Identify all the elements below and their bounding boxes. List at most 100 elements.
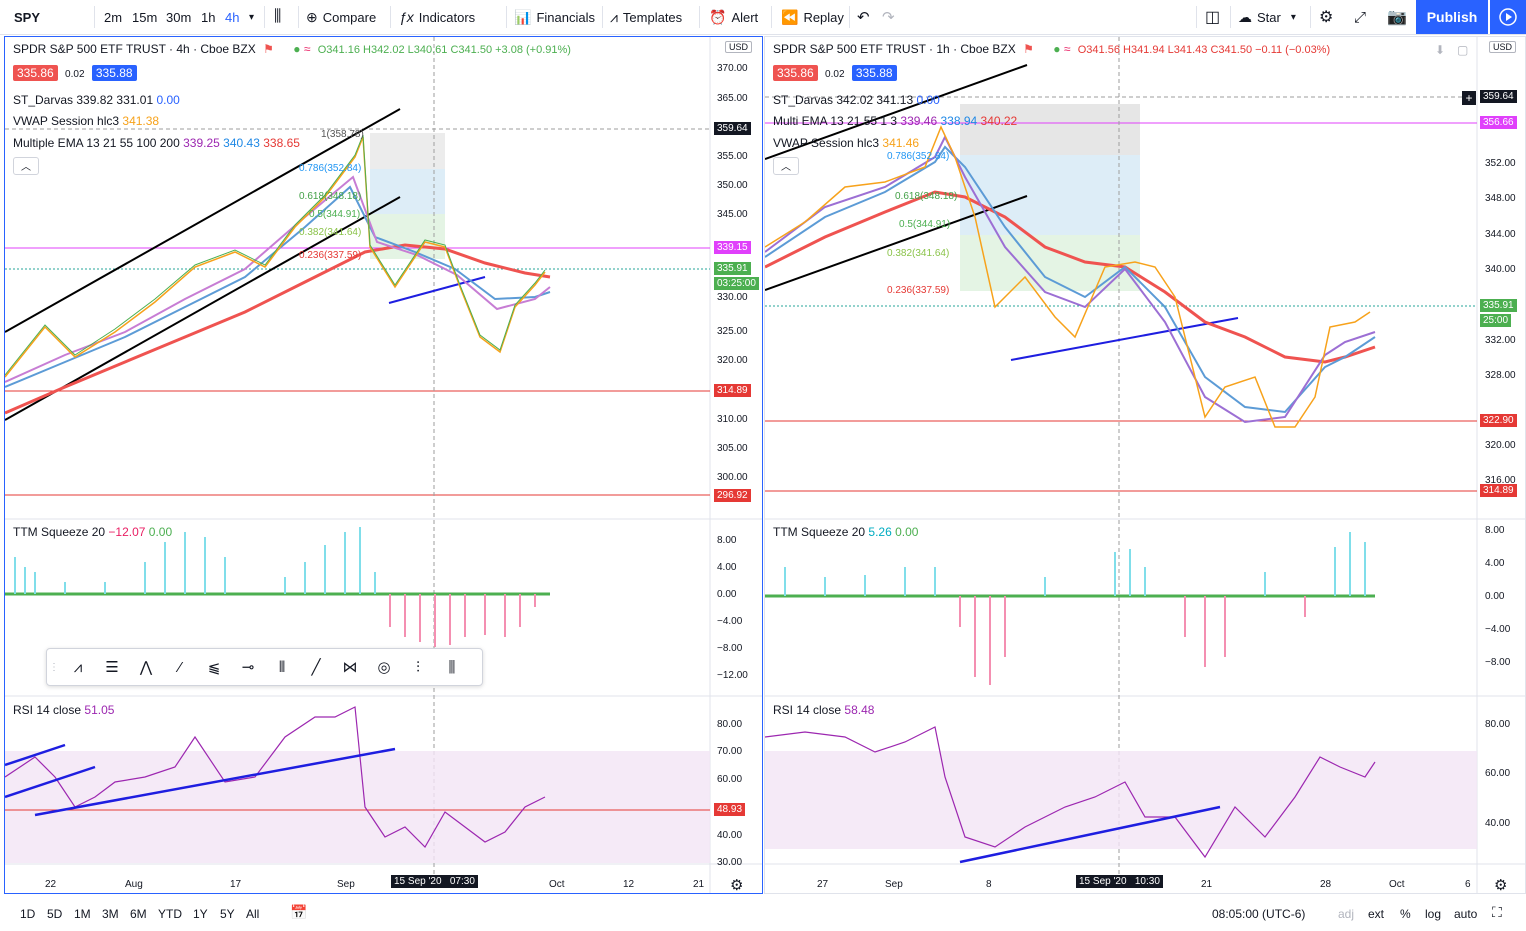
collapse-legend-icon[interactable]: ︿	[773, 157, 799, 175]
calendar-icon[interactable]: 📅	[290, 904, 308, 920]
abc-pattern-icon[interactable]: ⩘	[73, 658, 83, 676]
y-tick: 8.00	[717, 535, 737, 546]
maximize-icon[interactable]: ▢	[1457, 43, 1469, 57]
rsi-legend[interactable]: RSI 14 close 58.48	[773, 703, 874, 717]
auto-toggle[interactable]: auto	[1454, 907, 1478, 921]
right-chart-canvas[interactable]	[765, 37, 1525, 893]
indicators-button[interactable]: ƒx Indicators	[399, 0, 475, 34]
indicator-vwap[interactable]: VWAP Session hlc3 341.46	[773, 136, 919, 150]
range-6m[interactable]: 6M	[130, 907, 147, 921]
star-button[interactable]: ☁ Star ▾	[1238, 0, 1296, 34]
indicator-darvas[interactable]: ST_Darvas 342.02 341.13 0.00	[773, 93, 940, 107]
star-label: Star	[1257, 9, 1281, 25]
range-1y[interactable]: 1Y	[193, 907, 208, 921]
ext-toggle[interactable]: ext	[1368, 907, 1385, 921]
price-label: 359.64	[1480, 90, 1517, 103]
ttm-legend[interactable]: TTM Squeeze 20 −12.07 0.00	[13, 525, 172, 539]
templates-button[interactable]: ⩘ Templates	[610, 0, 682, 34]
y-tick: 80.00	[717, 719, 743, 730]
percent-toggle[interactable]: %	[1400, 907, 1411, 921]
fullscreen-icon[interactable]: ⛶	[1492, 904, 1502, 920]
x-tick: 27	[817, 879, 829, 890]
bid-button[interactable]: 335.86	[13, 65, 58, 81]
layout-icon[interactable]: ◫	[1205, 9, 1221, 26]
chart-right[interactable]: SPDR S&P 500 ETF TRUST · 1h · Cboe BZX ⚑…	[764, 36, 1526, 894]
bid-button[interactable]: 335.86	[773, 65, 818, 81]
interval-4h[interactable]: 4h	[225, 9, 240, 25]
clock-time[interactable]: 08:05:00 (UTC-6)	[1212, 907, 1306, 921]
redo-icon[interactable]: ↷	[882, 9, 895, 26]
currency-label[interactable]: USD	[1489, 41, 1517, 53]
divider	[1196, 6, 1197, 28]
y-tick: 40.00	[1485, 818, 1511, 829]
y-tick: 80.00	[1485, 719, 1511, 730]
price-label: 314.89	[714, 384, 751, 397]
range-5d[interactable]: 5D	[47, 907, 63, 921]
interval-1h[interactable]: 1h	[201, 9, 216, 25]
pitchfork-icon[interactable]: ⫹	[207, 659, 221, 676]
interval-15m[interactable]: 15m	[132, 9, 158, 25]
add-alert-icon[interactable]: +	[1462, 91, 1476, 105]
indicator-multi-ema[interactable]: Multi EMA 13 21 55 1 3 339.46 338.94 340…	[773, 114, 1017, 128]
symbol-search[interactable]: SPY	[14, 9, 41, 25]
interval-2m[interactable]: 2m	[104, 9, 123, 25]
alarm-clock-icon: ⏰	[709, 8, 727, 25]
line-icon[interactable]: ╱	[311, 659, 321, 676]
collapse-legend-icon[interactable]: ︿	[13, 157, 39, 175]
ask-button[interactable]: 335.88	[851, 65, 897, 81]
compare-button[interactable]: ⊕ Compare	[306, 0, 376, 34]
fullscreen-icon[interactable]: ⤢	[1354, 8, 1367, 26]
xabcd-pattern-icon[interactable]: ⋈	[342, 659, 358, 676]
log-toggle[interactable]: log	[1425, 907, 1442, 921]
horizontal-ray-icon[interactable]: ⊸	[241, 659, 255, 676]
countdown-label: 03:25:00	[714, 277, 759, 290]
camera-icon[interactable]: 📷	[1387, 9, 1407, 26]
replay-button[interactable]: ⏪ Replay	[781, 0, 844, 34]
settings-sliders-icon[interactable]: ⫼	[448, 658, 456, 676]
rsi-legend[interactable]: RSI 14 close 51.05	[13, 703, 114, 717]
price-label: 314.89	[1480, 484, 1517, 497]
elliott-wave-icon[interactable]: ⋀	[139, 659, 153, 676]
candle-type-icon[interactable]: ⫼	[274, 8, 282, 25]
currency-label[interactable]: USD	[725, 41, 753, 53]
fib-channel-icon[interactable]: ⫶	[416, 658, 420, 676]
chart-left[interactable]: SPDR S&P 500 ETF TRUST · 4h · Cboe BZX ⚑…	[4, 36, 763, 894]
fib-retracement-icon[interactable]: ☰	[105, 659, 119, 676]
play-icon[interactable]	[1490, 0, 1526, 34]
fib-level-label: 0.382(341.64)	[299, 227, 362, 238]
ttm-legend[interactable]: TTM Squeeze 20 5.26 0.00	[773, 525, 918, 539]
status-dot-icon: ●	[1053, 42, 1061, 56]
indicator-value: 339.25	[183, 136, 220, 150]
interval-30m[interactable]: 30m	[166, 9, 192, 25]
crosshair-date: 15 Sep '20	[394, 876, 442, 887]
alert-button[interactable]: ⏰ Alert	[709, 0, 758, 34]
arrow-down-icon[interactable]: ⬇	[1435, 43, 1446, 57]
indicator-vwap[interactable]: VWAP Session hlc3 341.38	[13, 114, 159, 128]
range-5y[interactable]: 5Y	[220, 907, 235, 921]
ask-button[interactable]: 335.88	[91, 65, 137, 81]
indicator-darvas[interactable]: ST_Darvas 339.82 331.01 0.00	[13, 93, 180, 107]
drag-handle-icon[interactable]: ⋮	[49, 661, 59, 673]
range-ytd[interactable]: YTD	[158, 907, 182, 921]
undo-icon[interactable]: ↶	[857, 9, 870, 26]
range-3m[interactable]: 3M	[102, 907, 119, 921]
gear-icon[interactable]: ⚙	[1319, 9, 1334, 26]
gear-icon[interactable]: ⚙	[730, 877, 744, 894]
adj-toggle[interactable]: adj	[1338, 907, 1355, 921]
gear-icon[interactable]: ⚙	[1494, 877, 1508, 894]
interval-dropdown-icon[interactable]: ▾	[249, 11, 255, 23]
flag-icon[interactable]: ⚑	[263, 42, 274, 56]
spiral-icon[interactable]: ◎	[377, 659, 391, 676]
vertical-lines-icon[interactable]: ⦀	[278, 658, 286, 676]
range-1d[interactable]: 1D	[20, 907, 36, 921]
indicator-multi-ema[interactable]: Multiple EMA 13 21 55 100 200 339.25 340…	[13, 136, 300, 150]
chevron-down-icon: ▾	[1290, 11, 1296, 23]
range-all[interactable]: All	[246, 907, 260, 921]
trend-line-icon[interactable]: ⁄	[178, 658, 182, 676]
flag-icon[interactable]: ⚑	[1023, 42, 1034, 56]
range-1m[interactable]: 1M	[74, 907, 91, 921]
replay-label: Replay	[803, 9, 844, 25]
publish-button[interactable]: Publish	[1416, 0, 1488, 34]
financials-button[interactable]: 📊 Financials	[514, 0, 595, 34]
left-chart-canvas[interactable]	[5, 37, 762, 893]
